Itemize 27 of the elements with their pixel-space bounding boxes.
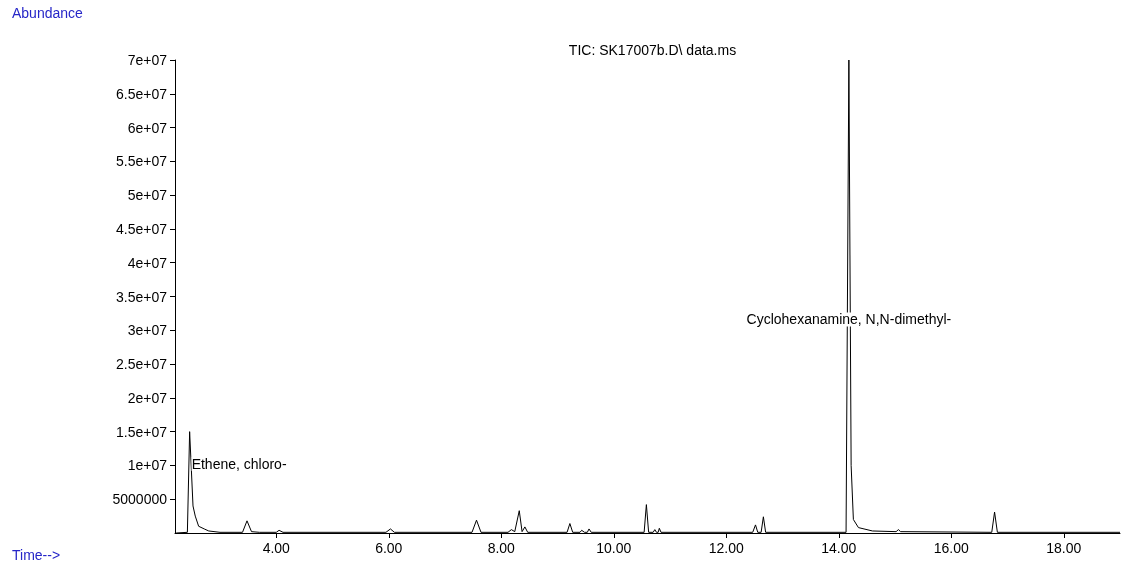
y-tick-label: 6.5e+07 — [116, 85, 168, 102]
annotation: Cyclohexanamine, N,N-dimethyl- — [746, 311, 952, 328]
x-tick-label: 18.00 — [1046, 540, 1082, 556]
x-tick-label: 12.00 — [708, 540, 744, 556]
x-tick-label: 6.00 — [375, 540, 403, 556]
annotation: Ethene, chloro- — [191, 456, 287, 473]
y-tick-label: 6e+07 — [127, 119, 168, 136]
x-tick-label: 4.00 — [262, 540, 291, 556]
y-tick-label: 3.5e+07 — [116, 288, 168, 305]
y-tick-label: 1e+07 — [127, 457, 168, 474]
y-tick-label: 3e+07 — [127, 322, 168, 339]
chart-title: TIC: SK17007b.D\ data.ms — [568, 42, 737, 58]
y-tick-label: 4.5e+07 — [116, 220, 168, 237]
y-tick-label: 5e+07 — [127, 187, 168, 204]
y-tick-label: 7e+07 — [127, 52, 168, 68]
y-tick-label: 2e+07 — [127, 389, 168, 406]
x-tick-label: 16.00 — [933, 540, 969, 556]
x-axis-title: Time--> — [12, 547, 61, 563]
x-tick-label: 8.00 — [487, 540, 516, 556]
x-tick-label: 10.00 — [596, 540, 632, 556]
y-tick-label: 5000000 — [112, 491, 168, 508]
x-tick-label: 14.00 — [821, 540, 857, 556]
y-tick-label: 2.5e+07 — [116, 356, 168, 373]
y-tick-label: 5.5e+07 — [116, 153, 168, 170]
y-tick-label: 1.5e+07 — [116, 423, 168, 440]
y-axis-title: Abundance — [12, 5, 84, 21]
y-tick-label: 4e+07 — [127, 254, 168, 271]
